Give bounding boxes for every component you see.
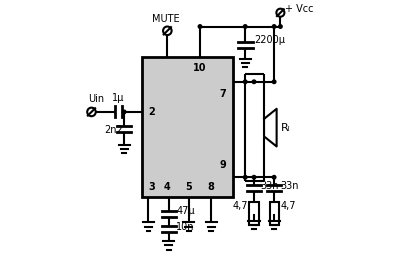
Polygon shape: [264, 109, 277, 147]
Circle shape: [252, 176, 256, 179]
Text: 1μ: 1μ: [112, 93, 124, 103]
Circle shape: [252, 80, 256, 84]
Circle shape: [279, 25, 282, 28]
Bar: [270, 202, 279, 225]
Circle shape: [272, 80, 276, 84]
Circle shape: [198, 25, 202, 28]
Circle shape: [272, 25, 276, 28]
Text: 33n: 33n: [260, 181, 279, 191]
Circle shape: [272, 176, 276, 179]
Text: 10n: 10n: [176, 222, 195, 232]
Text: 8: 8: [208, 182, 215, 192]
Text: 4,7: 4,7: [280, 201, 296, 211]
Text: Uin: Uin: [88, 94, 104, 104]
Bar: [142, 57, 233, 197]
Text: 2n2: 2n2: [104, 124, 123, 135]
Text: + Vcc: + Vcc: [286, 4, 314, 14]
Text: 10: 10: [193, 63, 207, 73]
Text: 4,7: 4,7: [232, 201, 248, 211]
Text: MUTE: MUTE: [152, 14, 180, 24]
Bar: [250, 202, 258, 225]
Text: 5: 5: [185, 182, 192, 192]
Text: 4: 4: [164, 182, 171, 192]
Circle shape: [122, 110, 126, 114]
Text: 33n: 33n: [280, 181, 299, 191]
Text: 2200μ: 2200μ: [254, 35, 285, 45]
Text: 9: 9: [220, 160, 226, 170]
Text: 3: 3: [148, 182, 155, 192]
Text: 7: 7: [220, 89, 226, 99]
Circle shape: [244, 80, 247, 84]
Text: 47μ: 47μ: [176, 206, 195, 216]
Text: Rₗ: Rₗ: [280, 123, 290, 133]
Circle shape: [244, 25, 247, 28]
Text: 2: 2: [148, 107, 155, 117]
Circle shape: [244, 176, 247, 179]
